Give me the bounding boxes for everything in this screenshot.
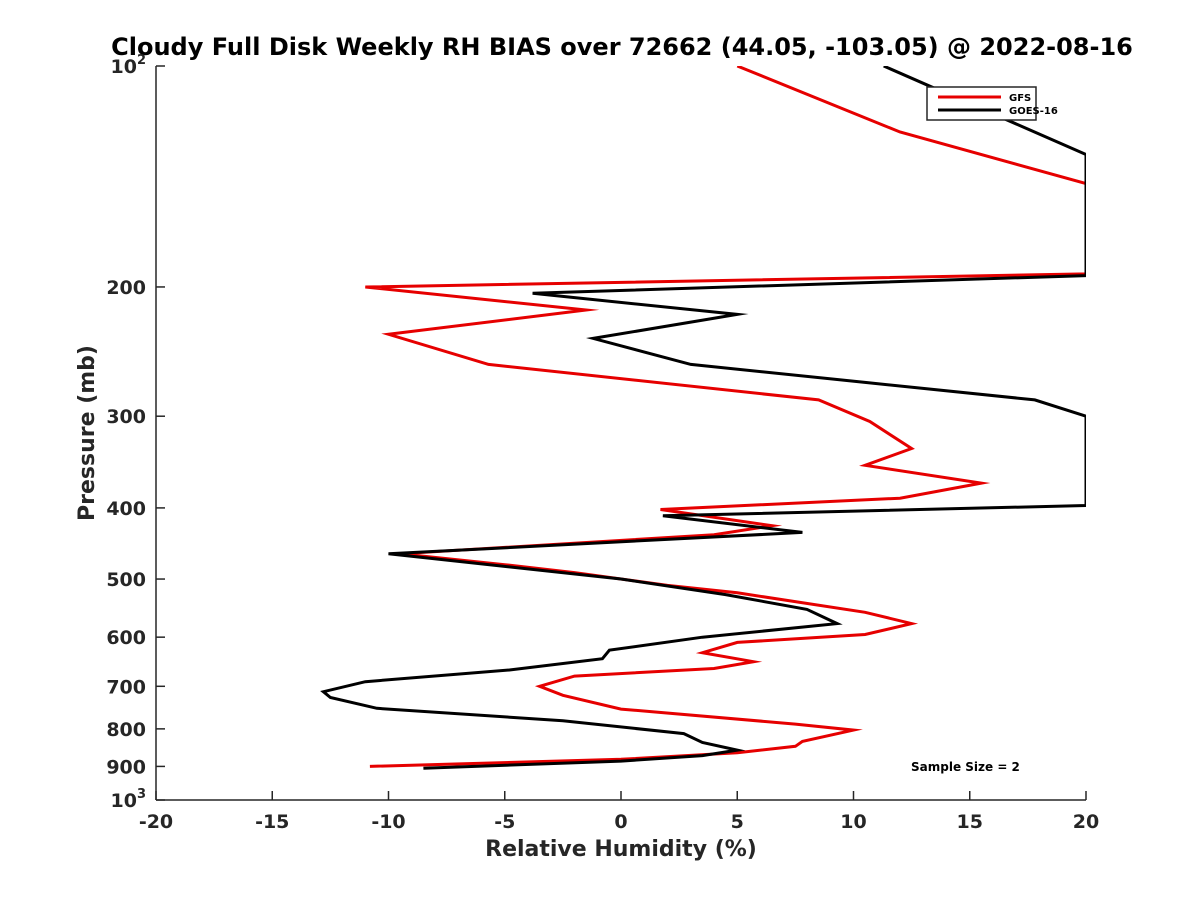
legend: GFS GOES-16 [926, 86, 1058, 121]
y-axis-label: Pressure (mb) [75, 345, 100, 521]
y-tick-label: 200 [106, 277, 146, 299]
sample-size-note: Sample Size = 2 [911, 760, 1020, 774]
x-tick-label: -5 [494, 811, 515, 833]
y-tick-label: 700 [106, 676, 146, 698]
y-tick-label: 600 [106, 627, 146, 649]
y-tick-label: 900 [106, 756, 146, 778]
x-tick-label: 15 [957, 811, 983, 833]
plot-area: -20 -15 -10 -5 0 5 10 15 20 102 200 300 400 500 600 700… [106, 53, 1099, 833]
x-axis-label: Relative Humidity (%) [485, 837, 757, 862]
chart-title: Cloudy Full Disk Weekly RH BIAS over 726… [111, 33, 1133, 61]
legend-label-goes-16: GOES-16 [1009, 106, 1058, 117]
series-line-goes-16 [320, 66, 1086, 770]
y-tick-label: 300 [106, 406, 146, 428]
x-tick-label: -15 [255, 811, 289, 833]
series-layer [320, 66, 1086, 770]
legend-label-gfs: GFS [1009, 93, 1031, 104]
legend-box [926, 86, 1037, 121]
x-tick-label: 0 [614, 811, 627, 833]
x-tick-label: 20 [1073, 811, 1099, 833]
axes-layer: -20 -15 -10 -5 0 5 10 15 20 102 200 300 400 500 600 700… [106, 53, 1099, 833]
x-tick-label: -10 [371, 811, 405, 833]
y-tick-label: 103 [111, 787, 147, 812]
x-tick-label: 10 [840, 811, 866, 833]
x-tick-label: 5 [731, 811, 744, 833]
y-tick-label: 102 [111, 53, 147, 78]
x-tick-label: -20 [139, 811, 173, 833]
y-tick-label: 800 [106, 719, 146, 741]
y-tick-label: 400 [106, 498, 146, 520]
y-tick-label: 500 [106, 569, 146, 591]
